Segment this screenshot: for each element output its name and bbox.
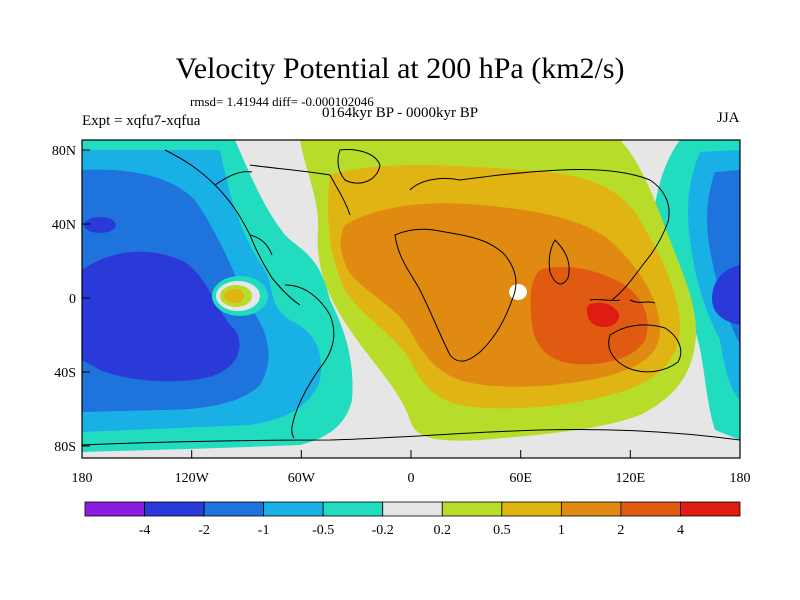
lon-ticks: 180 120W 60W 0 60E 120E 180	[72, 450, 751, 486]
season-label: JJA	[717, 110, 740, 126]
colorbar-swatch	[322, 501, 384, 517]
region-pos-blob-inner	[224, 289, 244, 303]
coast-europe-asia	[409, 169, 670, 301]
region-neutral-hole	[509, 284, 527, 300]
experiment-label: Expt = xqfu7-xqfua	[82, 113, 201, 129]
colorbar-swatch	[501, 501, 562, 517]
lat-tick-label: 80S	[54, 440, 76, 455]
colorbar-swatch	[144, 501, 205, 517]
colorbar-label: -0.5	[312, 523, 334, 538]
region-neg-2-small	[84, 217, 116, 233]
colorbar-label: -1	[258, 523, 270, 538]
coast-australia	[608, 324, 682, 373]
lon-tick-label: 120W	[175, 471, 210, 486]
colorbar-swatch	[382, 501, 443, 517]
coast-africa	[394, 228, 517, 362]
lon-tick-label: 120E	[616, 471, 646, 486]
lat-ticks: 80N 40N 0 40S 80S	[52, 144, 90, 455]
colorbar: -4 -2 -1 -0.5 -0.2 0.2 0.5 1 2 4	[84, 501, 741, 538]
colorbar-label: 4	[677, 523, 684, 538]
colorbar-swatch	[620, 501, 681, 517]
coast-greenland	[337, 149, 381, 184]
colorbar-swatch	[263, 501, 324, 517]
colorbar-label: 0.5	[493, 523, 511, 538]
lat-tick-label: 80N	[52, 144, 76, 159]
colorbar-label: 0.2	[434, 523, 452, 538]
contour-fill	[82, 140, 740, 458]
colorbar-label: -2	[198, 523, 210, 538]
coast-india	[548, 239, 570, 285]
colorbar-label: -0.2	[372, 523, 394, 538]
coast-maritime-continent	[589, 298, 656, 304]
lat-tick-label: 40N	[52, 218, 76, 233]
colorbar-swatch	[203, 501, 265, 517]
lon-tick-label: 0	[408, 471, 415, 486]
coast-south-america	[284, 284, 335, 439]
region-east-neg-2	[712, 265, 740, 325]
colorbar-swatch	[560, 501, 622, 517]
lat-tick-label: 40S	[54, 366, 76, 381]
coast-antarctica	[82, 429, 740, 446]
colorbar-label: 2	[617, 523, 624, 538]
colorbar-swatch	[441, 501, 503, 517]
chart-title: Velocity Potential at 200 hPa (km2/s)	[175, 52, 625, 85]
period-text: 0164kyr BP - 0000kyr BP	[322, 105, 479, 121]
colorbar-label: -4	[139, 523, 151, 538]
lon-tick-label: 60E	[509, 471, 532, 486]
colorbar-swatch	[680, 501, 741, 517]
coast-north-america	[164, 149, 351, 306]
lon-tick-label: 180	[730, 471, 751, 486]
stats-text: rmsd= 1.41944 diff= -0.000102046	[190, 94, 374, 109]
lat-tick-label: 0	[69, 292, 76, 307]
region-neg-2	[82, 251, 240, 382]
coastlines	[82, 149, 740, 446]
region-pos-4	[586, 302, 620, 328]
lon-tick-label: 180	[72, 471, 93, 486]
colorbar-label: 1	[558, 523, 565, 538]
lon-tick-label: 60W	[288, 471, 316, 486]
colorbar-swatch	[84, 501, 145, 517]
